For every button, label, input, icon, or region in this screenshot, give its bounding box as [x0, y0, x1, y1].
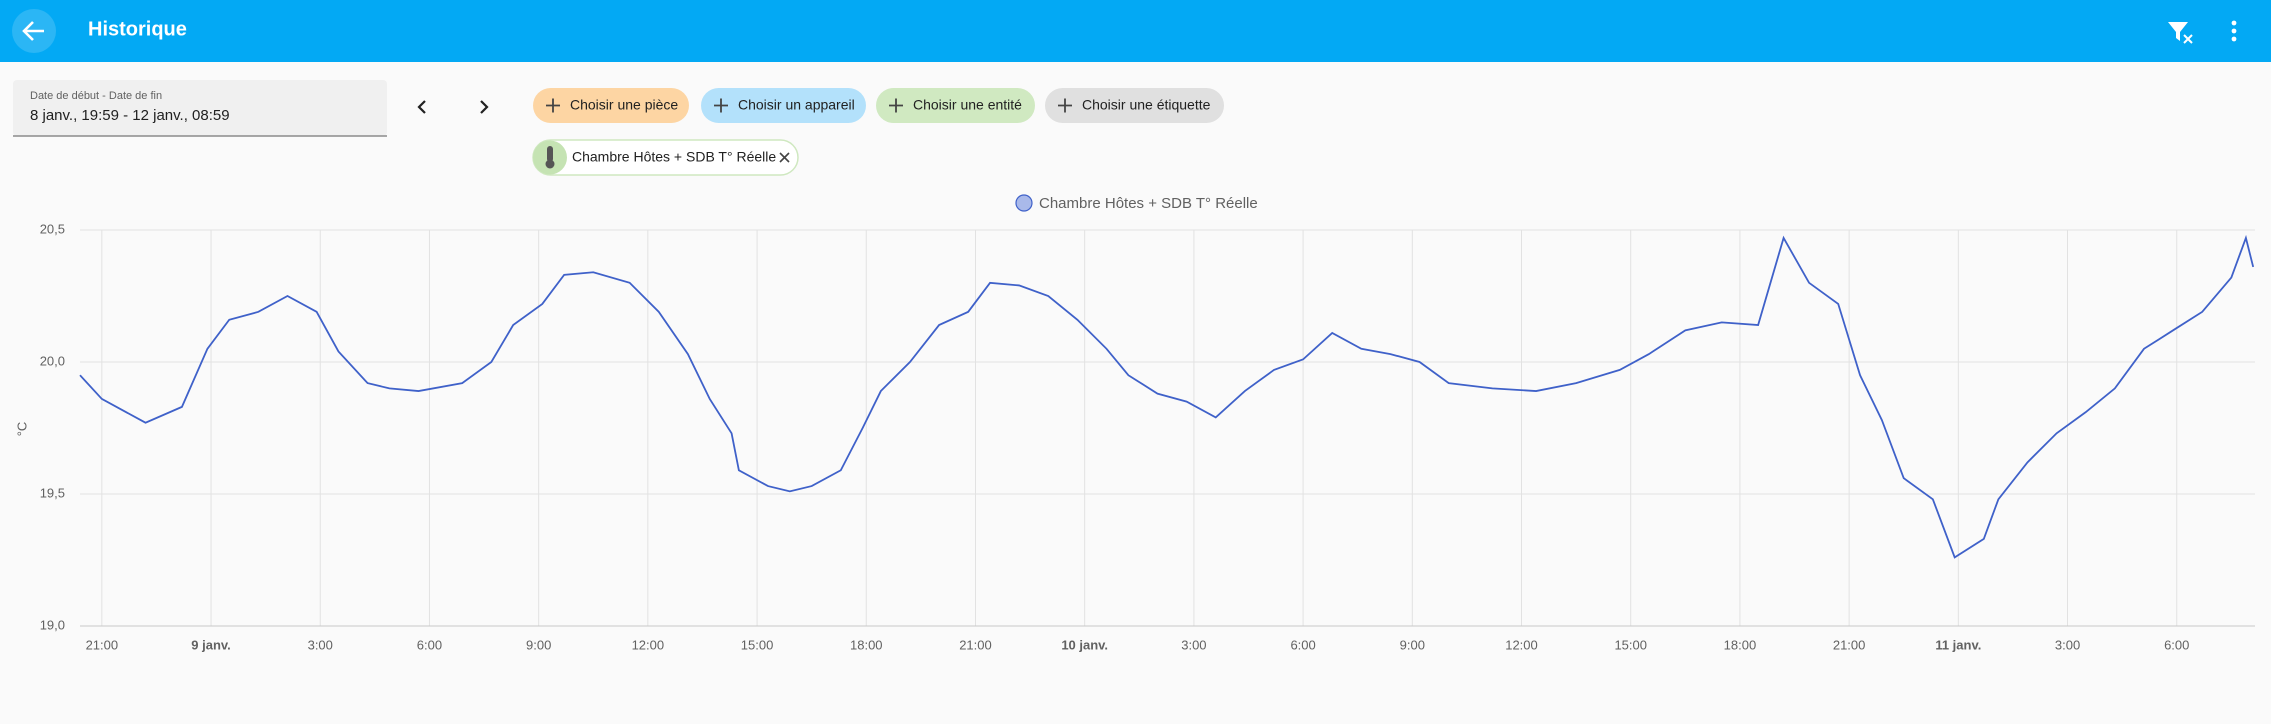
chip-label: Choisir une pièce — [570, 97, 678, 113]
date-value: 8 janv., 19:59 - 12 janv., 08:59 — [30, 107, 230, 124]
x-tick-label: 10 janv. — [1061, 637, 1108, 652]
menu-button[interactable] — [2231, 20, 2237, 42]
filter-chip[interactable]: Choisir une étiquette — [1045, 88, 1224, 123]
chip-label: Choisir une entité — [913, 97, 1022, 113]
chip-bg — [701, 88, 866, 123]
x-tick-label: 6:00 — [2164, 637, 2189, 652]
y-axis-label: °C — [14, 422, 29, 437]
next-button[interactable] — [480, 100, 489, 114]
chip-plus — [714, 98, 728, 113]
x-tick-label: 12:00 — [1505, 637, 1538, 652]
chip-bg — [1045, 88, 1224, 123]
chip-label: Choisir une étiquette — [1082, 97, 1211, 113]
x-tick-label: 11 janv. — [1935, 637, 1981, 652]
y-tick-label: 20,0 — [40, 353, 65, 368]
x-tick-label: 6:00 — [417, 637, 442, 652]
x-tick-label: 15:00 — [741, 637, 774, 652]
clear-filter-button[interactable] — [2168, 22, 2193, 44]
x-tick-label: 9 janv. — [191, 637, 231, 652]
chip-label: Choisir un appareil — [738, 97, 855, 113]
date-label: Date de début - Date de fin — [30, 90, 162, 102]
series-line — [79, 234, 2255, 559]
prev-button[interactable] — [417, 100, 426, 114]
x-tick-label: 6:00 — [1290, 637, 1315, 652]
y-tick-label: 19,0 — [40, 617, 65, 632]
x-tick-label: 15:00 — [1614, 637, 1647, 652]
x-tick-label: 21:00 — [86, 637, 119, 652]
filter-chip[interactable]: Choisir un appareil — [701, 88, 866, 123]
x-tick-label: 3:00 — [1181, 637, 1206, 652]
legend-label: Chambre Hôtes + SDB T° Réelle — [1039, 195, 1258, 212]
chip-plus — [546, 98, 560, 113]
page-title: Historique — [88, 18, 187, 40]
chip-bg — [533, 88, 689, 123]
chip-plus — [1058, 98, 1072, 113]
chip-bg — [876, 88, 1035, 123]
legend-swatch — [1015, 194, 1033, 212]
x-tick-label: 21:00 — [959, 637, 992, 652]
app-bar — [0, 0, 2271, 62]
x-tick-label: 18:00 — [1724, 637, 1757, 652]
entity-name: Chambre Hôtes + SDB T° Réelle — [572, 149, 776, 165]
back-button[interactable] — [12, 9, 56, 53]
x-tick-label: 12:00 — [632, 637, 665, 652]
x-tick-label: 18:00 — [850, 637, 883, 652]
x-tick-label: 3:00 — [308, 637, 333, 652]
date-picker[interactable]: Date de début - Date de fin 8 janv., 19:… — [13, 80, 387, 137]
x-tick-label: 3:00 — [2055, 637, 2080, 652]
x-tick-label: 9:00 — [526, 637, 551, 652]
chip-plus — [889, 98, 903, 113]
filter-chip[interactable]: Choisir une pièce — [533, 88, 689, 123]
legend-item[interactable]: Chambre Hôtes + SDB T° Réelle — [1015, 194, 1258, 212]
filter-chip[interactable]: Choisir une entité — [876, 88, 1035, 123]
x-tick-label: 21:00 — [1833, 637, 1866, 652]
x-tick-label: 9:00 — [1400, 637, 1425, 652]
selected-entity-chip[interactable]: Chambre Hôtes + SDB T° Réelle — [532, 139, 799, 176]
y-tick-label: 19,5 — [40, 485, 65, 500]
y-tick-label: 20,5 — [40, 221, 65, 236]
